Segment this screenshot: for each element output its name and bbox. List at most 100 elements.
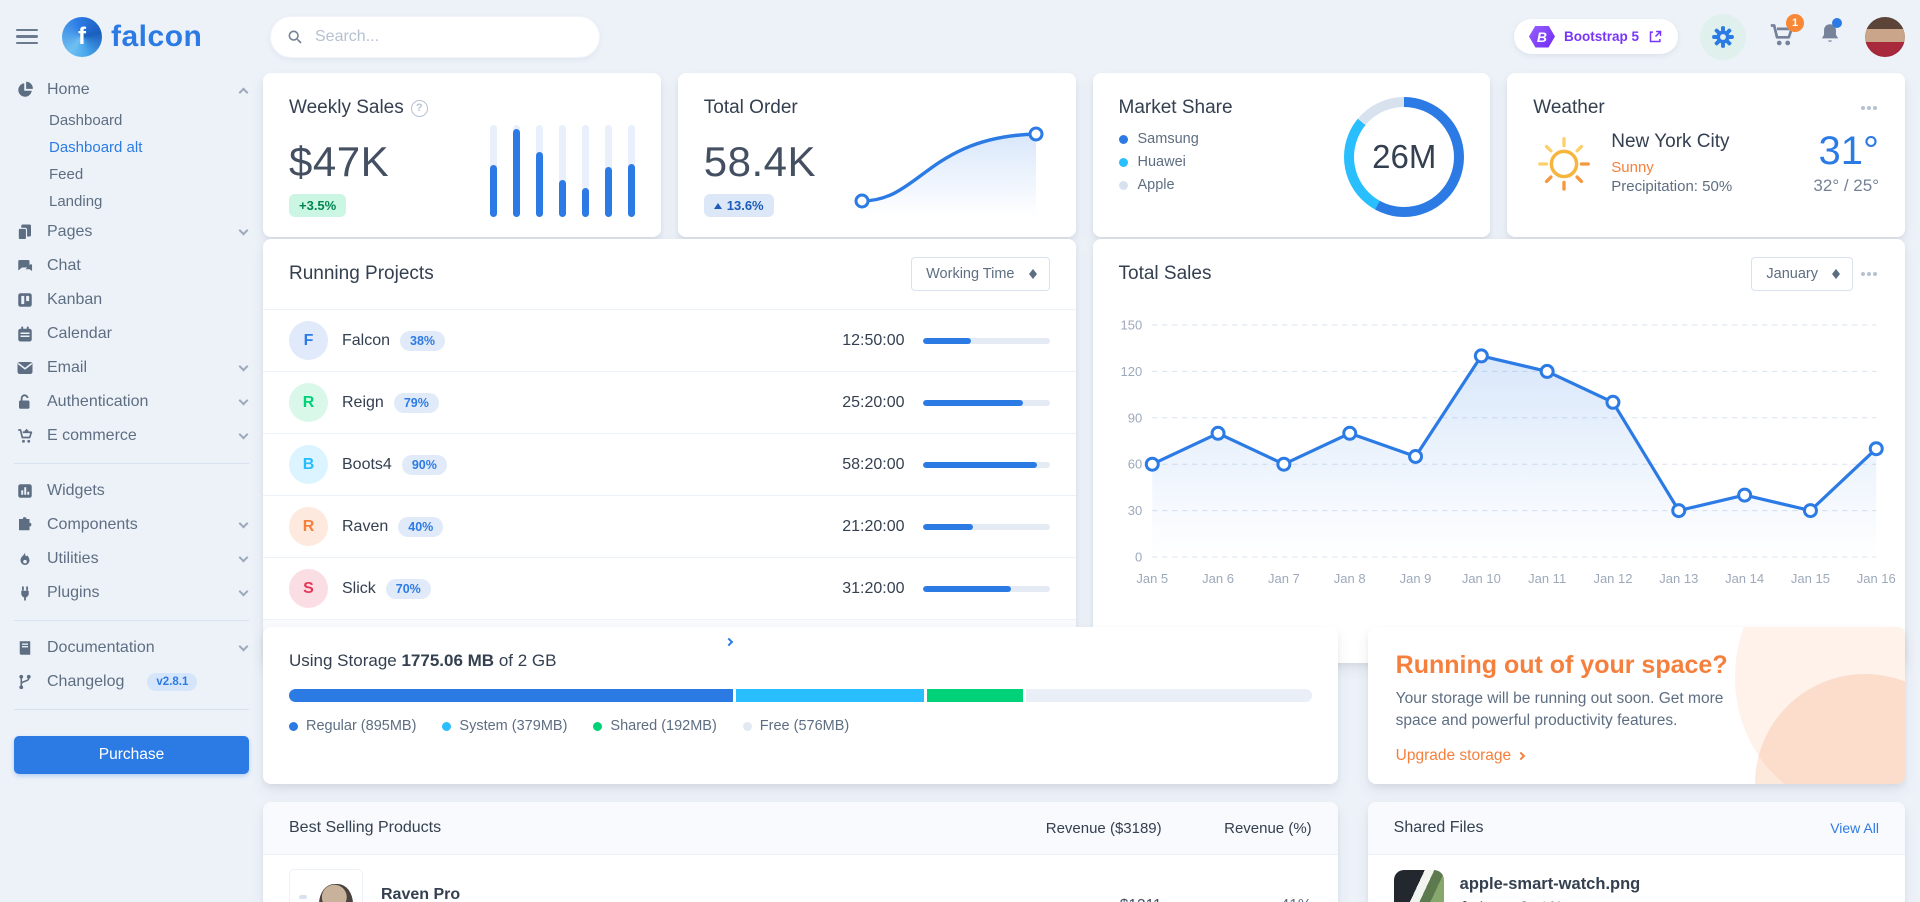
bootstrap-link[interactable]: B Bootstrap 5 xyxy=(1513,19,1678,54)
brand-logo[interactable]: f falcon xyxy=(62,16,202,57)
sidebar-item-authentication[interactable]: Authentication xyxy=(14,385,249,419)
storage-title: Using Storage 1775.06 MB of 2 GB xyxy=(289,651,557,670)
sidebar-item-ecommerce[interactable]: E commerce xyxy=(14,419,249,453)
total-order-sparkline xyxy=(854,126,1043,217)
chevron-down-icon xyxy=(238,641,249,651)
legend-item: Samsung xyxy=(1118,131,1233,147)
settings-button[interactable] xyxy=(1700,13,1746,60)
storage-segment-system xyxy=(736,689,925,702)
chevron-down-icon xyxy=(238,429,249,439)
decorative-blob xyxy=(1734,627,1905,784)
file-row: apple-smart-watch.png Antony Just Now xyxy=(1368,855,1905,902)
puzzle-icon xyxy=(19,517,32,531)
purchase-button[interactable]: Purchase xyxy=(14,736,249,774)
version-badge: v2.8.1 xyxy=(147,673,198,691)
month-select[interactable]: January xyxy=(1751,257,1853,291)
sidebar-header: f falcon xyxy=(14,0,249,73)
pages-icon xyxy=(17,224,31,241)
svg-text:Jan 5: Jan 5 xyxy=(1136,571,1168,586)
hamburger-menu-icon[interactable] xyxy=(16,28,38,45)
svg-text:Jan 7: Jan 7 xyxy=(1267,571,1299,586)
sidebar-item-feed[interactable]: Feed xyxy=(49,166,84,183)
bar-chart-icon xyxy=(18,484,32,498)
divider xyxy=(14,463,249,464)
sidebar-item-chat[interactable]: Chat xyxy=(14,249,249,283)
product-name[interactable]: Raven Pro xyxy=(381,885,461,902)
working-time-select[interactable]: Working Time xyxy=(911,257,1050,291)
file-owner: Antony xyxy=(1460,899,1510,902)
legend-dot xyxy=(742,721,752,731)
cart-count-badge: 1 xyxy=(1786,13,1804,32)
sidebar-item-changelog[interactable]: Changelog v2.8.1 xyxy=(14,665,249,699)
column-revenue: Revenue ($3189) xyxy=(1045,819,1162,837)
code-branch-icon xyxy=(19,674,31,690)
storage-segment-shared xyxy=(927,689,1023,702)
user-avatar[interactable] xyxy=(1865,16,1905,57)
envelope-icon xyxy=(17,362,33,374)
book-icon xyxy=(19,641,31,655)
file-thumbnail xyxy=(1393,870,1444,902)
project-name[interactable]: Slick xyxy=(342,579,376,597)
chevron-down-icon xyxy=(238,225,249,235)
chevron-right-icon xyxy=(1516,751,1526,761)
cart-button[interactable]: 1 xyxy=(1768,13,1804,53)
file-time: Just Now xyxy=(1520,899,1580,902)
project-time: 25:20:00 xyxy=(842,393,905,411)
svg-text:0: 0 xyxy=(1135,550,1142,565)
weekly-sales-bar-chart xyxy=(489,125,635,217)
sidebar-item-dashboard[interactable]: Dashboard xyxy=(49,112,123,129)
sidebar-item-pages[interactable]: Pages xyxy=(14,215,249,249)
sidebar-item-widgets[interactable]: Widgets xyxy=(14,474,249,508)
search-input[interactable] xyxy=(270,15,600,58)
plug-icon xyxy=(21,586,29,601)
notifications-button[interactable] xyxy=(1817,18,1843,52)
card-menu-icon[interactable] xyxy=(1867,272,1871,276)
project-name[interactable]: Falcon xyxy=(342,331,391,349)
sidebar-item-utilities[interactable]: Utilities xyxy=(14,542,249,576)
sidebar-item-email[interactable]: Email xyxy=(14,351,249,385)
sidebar-item-dashboard-alt[interactable]: Dashboard alt xyxy=(49,139,143,156)
sidebar-item-plugins[interactable]: Plugins xyxy=(14,576,249,610)
project-name[interactable]: Boots4 xyxy=(342,455,392,473)
divider xyxy=(14,709,249,710)
svg-text:Jan 10: Jan 10 xyxy=(1461,571,1500,586)
view-all-link[interactable]: View All xyxy=(1830,820,1879,836)
best-selling-title: Best Selling Products xyxy=(289,819,442,836)
legend-dot xyxy=(1118,180,1128,190)
sidebar: f falcon Home Dashboard Dashboard alt Fe… xyxy=(0,0,263,902)
card-menu-icon[interactable] xyxy=(1867,106,1871,110)
best-selling-products-card: Best Selling Products Revenue ($3189) Re… xyxy=(263,802,1338,902)
project-progress-badge: 40% xyxy=(398,516,444,537)
sidebar-item-home[interactable]: Home xyxy=(14,73,249,107)
help-icon[interactable]: ? xyxy=(410,99,428,117)
legend-item: System (379MB) xyxy=(442,718,567,734)
column-revenue-pct: Revenue (%) xyxy=(1224,819,1312,837)
falcon-logo-icon: f xyxy=(62,16,102,57)
sidebar-item-calendar[interactable]: Calendar xyxy=(14,317,249,351)
file-name[interactable]: apple-smart-watch.png xyxy=(1459,875,1641,893)
svg-text:90: 90 xyxy=(1127,410,1141,425)
project-name[interactable]: Reign xyxy=(342,393,384,411)
project-row: R Raven 40% 21:20:00 xyxy=(263,495,1076,557)
project-name[interactable]: Raven xyxy=(342,517,389,535)
sidebar-item-documentation[interactable]: Documentation xyxy=(14,631,249,665)
search-box xyxy=(270,15,600,58)
svg-text:Jan 16: Jan 16 xyxy=(1856,571,1895,586)
chevron-down-icon xyxy=(238,552,249,562)
sidebar-item-landing[interactable]: Landing xyxy=(49,193,103,210)
chevron-up-icon xyxy=(238,87,249,97)
sidebar-item-kanban[interactable]: Kanban xyxy=(14,283,249,317)
flame-icon xyxy=(20,551,30,565)
storage-legend: Regular (895MB) System (379MB) Shared (1… xyxy=(289,718,1312,734)
svg-text:120: 120 xyxy=(1120,364,1142,379)
total-sales-title: Total Sales xyxy=(1118,263,1212,284)
weather-condition: Sunny xyxy=(1611,158,1654,176)
upgrade-storage-link[interactable]: Upgrade storage xyxy=(1396,747,1526,765)
weekly-sales-value: $47K xyxy=(289,138,390,185)
legend-item: Huawei xyxy=(1118,154,1233,170)
legend-item: Shared (192MB) xyxy=(593,718,717,734)
weekly-sales-card: Weekly Sales ? $47K +3.5% xyxy=(263,73,661,237)
sidebar-item-components[interactable]: Components xyxy=(14,508,249,542)
storage-card: Using Storage 1775.06 MB of 2 GB Regular… xyxy=(263,627,1338,784)
storage-progress-bar xyxy=(289,689,1312,702)
